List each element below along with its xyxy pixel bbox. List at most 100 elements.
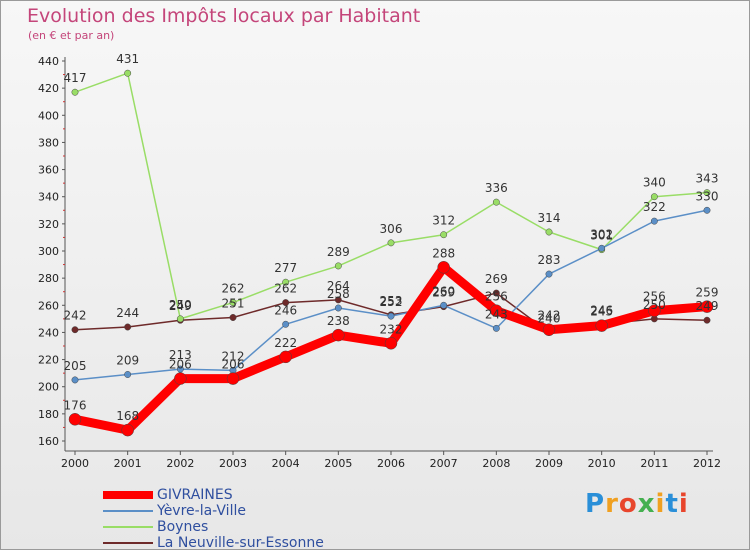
y-tick-label: 220 (38, 354, 59, 367)
logo-letter: x (637, 489, 656, 519)
data-point (226, 372, 240, 385)
data-point (124, 69, 132, 77)
data-point (545, 270, 553, 278)
x-tick-label: 2007 (430, 457, 458, 470)
legend-label: GIVRAINES (157, 487, 233, 503)
data-label: 277 (274, 261, 297, 275)
proxiti-logo: Proxiti (585, 489, 689, 519)
chart-subtitle: (en € et par an) (28, 29, 115, 42)
data-label: 209 (116, 354, 139, 368)
data-label: 343 (696, 172, 719, 186)
data-label: 301 (590, 229, 613, 243)
logo-letter: o (618, 489, 638, 519)
legend-label: La Neuville-sur-Essonne (157, 535, 324, 550)
y-tick-label: 180 (38, 408, 59, 421)
data-label: 250 (169, 298, 192, 312)
data-label: 232 (380, 322, 403, 336)
y-tick-label: 380 (38, 136, 59, 149)
data-label: 288 (432, 246, 455, 260)
data-label: 242 (538, 309, 561, 323)
y-tick-label: 240 (38, 326, 59, 339)
y-tick-label: 260 (38, 299, 59, 312)
data-point (124, 323, 132, 331)
data-point (595, 319, 608, 332)
data-point (332, 328, 345, 342)
data-point (71, 326, 79, 334)
data-label: 260 (432, 284, 455, 298)
data-point (71, 376, 79, 384)
data-point (71, 88, 79, 96)
data-label: 206 (222, 358, 245, 372)
y-tick-label: 400 (38, 109, 59, 122)
data-point (545, 228, 553, 236)
y-tick-label: 320 (38, 218, 59, 231)
data-point (703, 316, 711, 324)
y-tick-label: 420 (38, 82, 59, 95)
data-label: 283 (538, 253, 561, 267)
legend-label: Boynes (157, 519, 209, 535)
data-point (279, 350, 292, 364)
data-label: 246 (274, 303, 297, 317)
legend-item: Boynes (103, 519, 324, 535)
data-label: 222 (274, 336, 297, 350)
logo-letter: r (605, 489, 619, 519)
x-tick-label: 2006 (377, 457, 405, 470)
data-point (334, 262, 342, 270)
legend-swatch (103, 526, 153, 528)
legend-item: GIVRAINES (103, 487, 324, 503)
data-point (176, 365, 184, 373)
data-point (703, 206, 711, 214)
data-point (648, 304, 661, 317)
y-tick-label: 360 (38, 164, 59, 177)
data-label: 249 (169, 299, 192, 313)
data-label: 262 (274, 282, 297, 296)
x-tick-label: 2008 (482, 457, 510, 470)
legend-label: Yèvre-la-Ville (157, 503, 246, 519)
logo-letter: i (678, 489, 689, 519)
data-point (229, 314, 237, 321)
legend-swatch (103, 542, 153, 544)
data-label: 258 (327, 287, 350, 301)
y-tick-label: 300 (38, 245, 59, 258)
data-label: 264 (327, 279, 350, 293)
data-label: 289 (327, 245, 350, 259)
data-point (490, 304, 503, 317)
data-label: 336 (485, 181, 508, 195)
data-point (542, 323, 556, 336)
data-label: 330 (696, 189, 719, 203)
data-point (282, 299, 290, 307)
data-label: 250 (643, 298, 666, 312)
data-label: 245 (590, 305, 613, 319)
y-tick-label: 440 (38, 55, 59, 68)
data-label: 206 (169, 358, 192, 372)
logo-letter: P (585, 489, 606, 519)
data-point (334, 304, 342, 312)
data-point (598, 244, 606, 252)
data-label: 242 (64, 309, 87, 323)
data-point (174, 372, 187, 385)
legend-swatch (103, 510, 153, 512)
chart-title: Evolution des Impôts locaux par Habitant (27, 5, 421, 27)
data-label: 213 (169, 348, 192, 362)
data-label: 302 (590, 227, 613, 241)
y-tick-label: 280 (38, 272, 59, 285)
data-label: 249 (696, 299, 719, 313)
data-label: 252 (380, 295, 403, 309)
data-label: 306 (380, 222, 403, 236)
logo-letter: i (655, 489, 666, 519)
data-label: 269 (485, 272, 508, 286)
x-tick-label: 2012 (693, 457, 721, 470)
data-label: 238 (327, 314, 350, 328)
x-tick-label: 2009 (535, 457, 563, 470)
data-point (492, 324, 500, 332)
data-label: 431 (116, 52, 139, 66)
data-label: 251 (222, 297, 245, 311)
legend-item: Yèvre-la-Ville (103, 503, 324, 519)
data-label: 259 (696, 286, 719, 300)
data-point (384, 337, 398, 350)
y-tick-label: 160 (38, 435, 59, 448)
data-label: 322 (643, 200, 666, 214)
chart-legend: GIVRAINES Yèvre-la-Ville Boynes La Neuville… (103, 487, 324, 550)
